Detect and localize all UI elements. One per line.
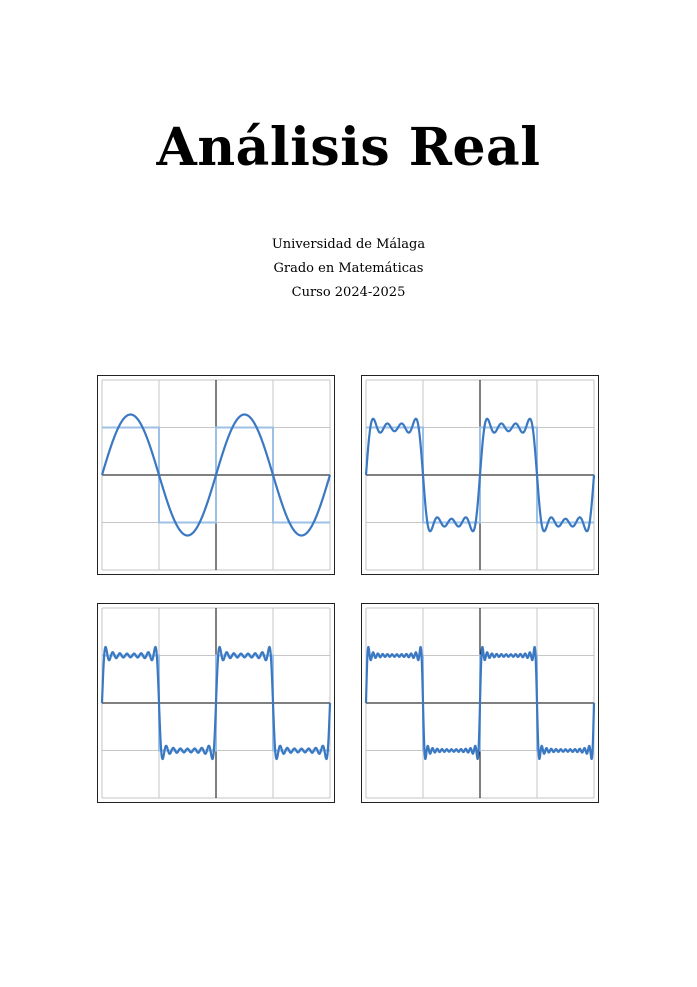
course-line: Curso 2024-2025 <box>291 285 406 300</box>
fourier-approximation-line <box>100 645 332 761</box>
fourier-approximation-line <box>364 417 596 533</box>
fourier-plot-3-canvas <box>100 607 332 799</box>
fourier-plot-2-canvas <box>364 379 596 571</box>
degree-line: Grado en Matemáticas <box>273 261 424 276</box>
fourier-plot-3 <box>97 603 335 803</box>
fourier-plot-2 <box>361 375 599 575</box>
fourier-approximation-line <box>100 413 332 537</box>
fourier-plot-1-canvas <box>100 379 332 571</box>
fourier-approximation-line <box>364 645 596 761</box>
university-line: Universidad de Málaga <box>271 237 426 252</box>
document-subtitle: Universidad de Málaga Grado en Matemátic… <box>0 233 697 305</box>
fourier-plot-4 <box>361 603 599 803</box>
fourier-plot-1 <box>97 375 335 575</box>
document-title: Análisis Real <box>156 117 541 178</box>
fourier-plot-4-canvas <box>364 607 596 799</box>
